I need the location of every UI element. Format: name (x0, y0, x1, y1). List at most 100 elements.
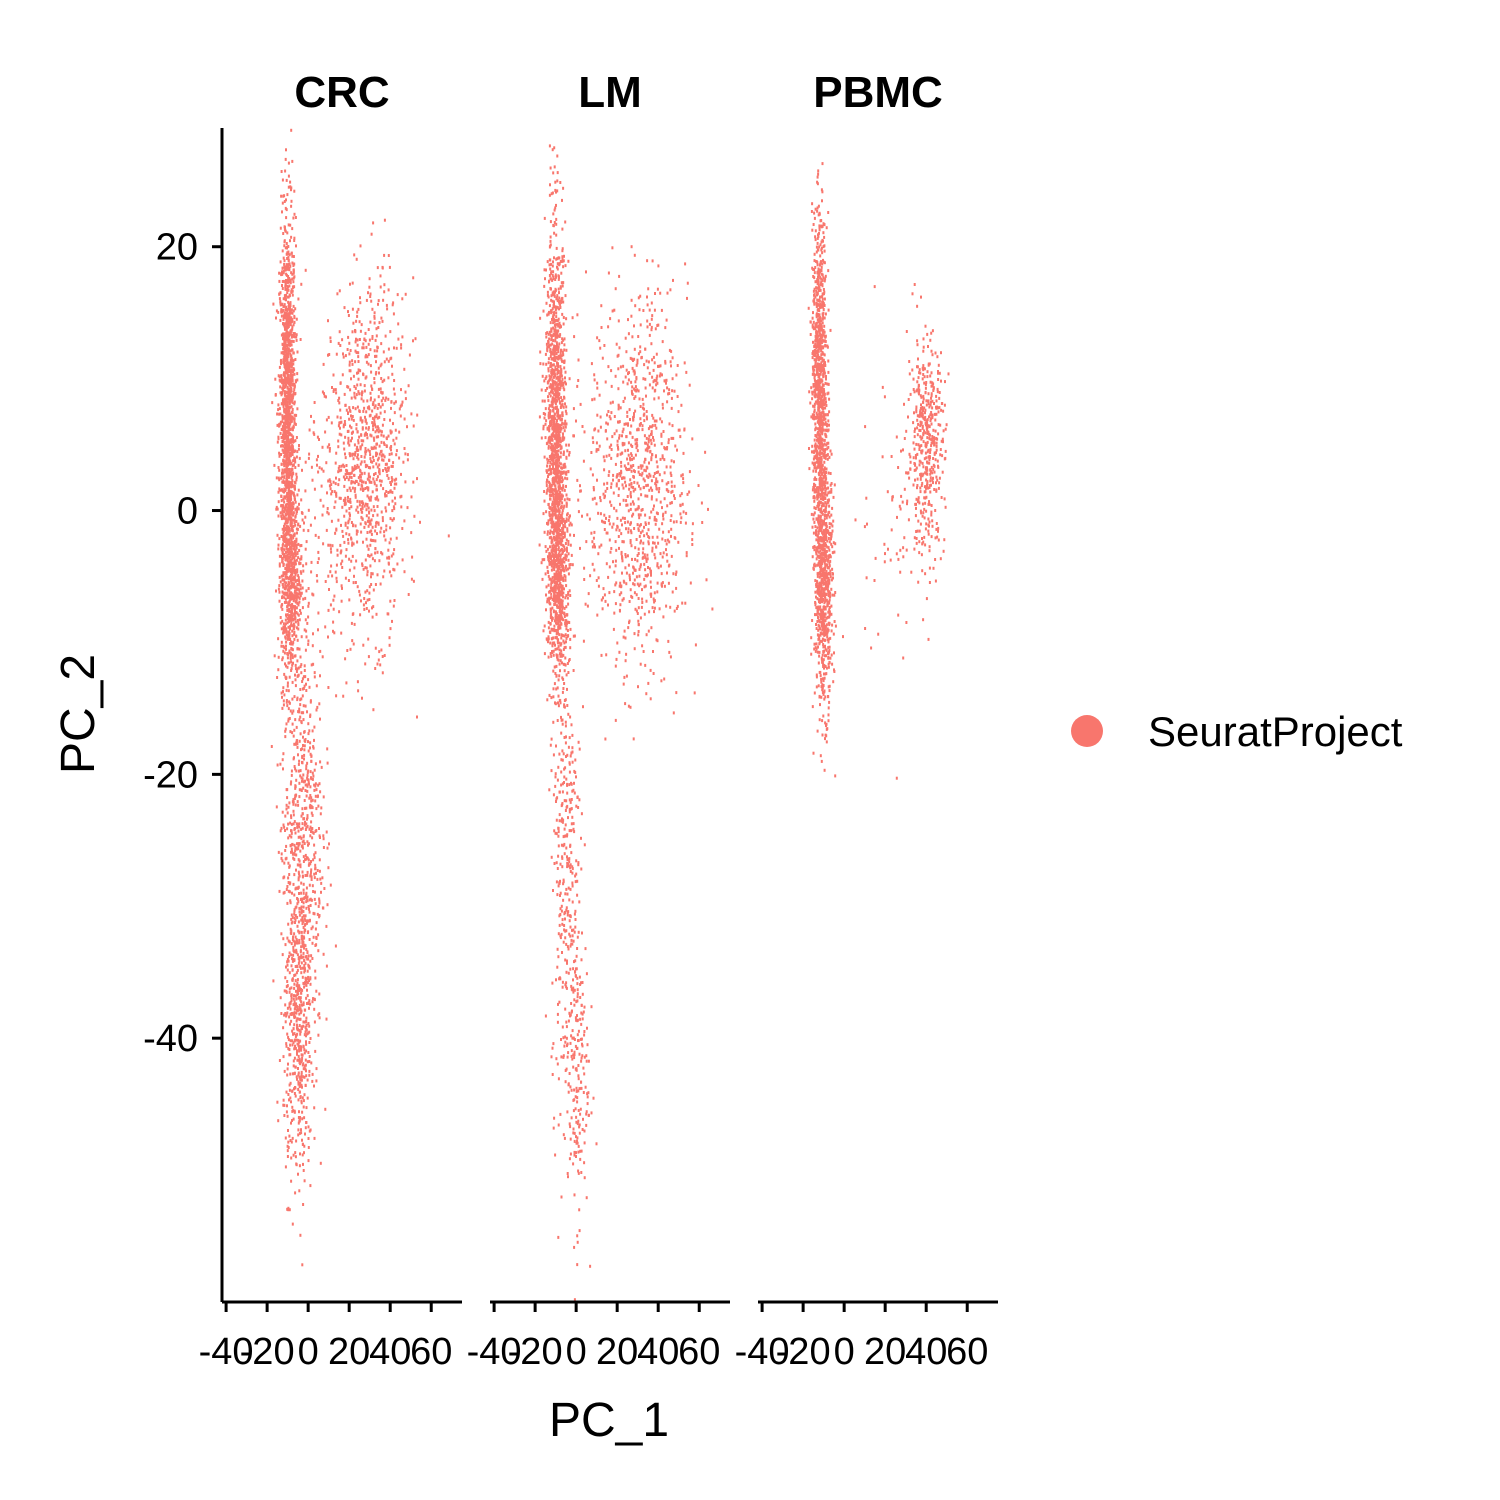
data-point (288, 448, 291, 452)
data-point (347, 439, 350, 443)
data-point (280, 351, 283, 355)
data-point (278, 468, 281, 472)
data-point (291, 482, 293, 486)
data-point (303, 928, 306, 932)
data-point (368, 530, 371, 534)
data-point (284, 532, 287, 536)
data-point (280, 273, 283, 277)
data-point (313, 401, 316, 404)
data-point (290, 669, 293, 672)
data-point (305, 996, 308, 1000)
data-point (290, 831, 293, 835)
data-point (354, 340, 357, 344)
data-point (284, 370, 287, 374)
data-point (283, 303, 286, 307)
data-point (388, 636, 391, 640)
data-point (313, 843, 316, 847)
data-point (367, 328, 370, 331)
data-point (302, 839, 305, 843)
data-point (276, 676, 279, 679)
data-point (304, 515, 307, 519)
data-point (278, 279, 281, 283)
data-point (559, 365, 562, 368)
data-point (348, 517, 351, 521)
data-point (285, 361, 288, 365)
data-point (291, 842, 294, 846)
data-point (354, 453, 357, 457)
data-point (306, 840, 309, 844)
data-point (314, 762, 317, 766)
data-point (389, 481, 392, 484)
data-point (372, 401, 375, 404)
data-point (311, 644, 314, 648)
data-point (550, 262, 553, 266)
data-point (393, 392, 396, 396)
data-point (555, 355, 558, 359)
data-point (277, 476, 280, 480)
data-point (300, 905, 303, 909)
data-point (293, 742, 296, 746)
data-point (292, 802, 295, 806)
data-point (286, 308, 289, 312)
data-point (290, 568, 293, 572)
data-point (380, 316, 383, 320)
data-point (308, 827, 311, 831)
data-point (386, 556, 389, 560)
data-point (303, 1048, 306, 1052)
data-point (371, 539, 373, 542)
data-point (301, 586, 304, 590)
data-point (304, 1058, 307, 1062)
data-point (335, 576, 338, 580)
data-point (310, 811, 313, 815)
data-point (302, 901, 305, 905)
data-point (550, 294, 553, 298)
data-point (276, 412, 279, 416)
data-point (307, 456, 310, 460)
data-point (298, 600, 301, 604)
data-point (284, 591, 287, 595)
data-point (297, 876, 300, 880)
data-point (283, 373, 285, 377)
data-point (305, 857, 308, 861)
data-point (306, 919, 309, 923)
data-point (374, 646, 377, 650)
data-point (286, 652, 289, 656)
data-point (556, 481, 559, 485)
data-point (318, 858, 321, 862)
data-point (301, 761, 304, 765)
data-point (291, 731, 294, 735)
data-point (371, 460, 374, 464)
data-point (326, 846, 329, 850)
data-point (551, 416, 554, 420)
data-point (353, 474, 356, 477)
data-point (302, 1099, 305, 1103)
data-point (291, 446, 294, 450)
data-point (313, 872, 316, 876)
data-point (298, 1046, 301, 1050)
data-point (285, 722, 288, 726)
data-point (293, 569, 296, 573)
data-point (289, 340, 292, 343)
data-point (318, 782, 321, 786)
data-point (296, 924, 299, 928)
data-point (288, 971, 291, 975)
data-point (296, 659, 299, 663)
data-point (305, 980, 308, 984)
data-point (401, 335, 404, 339)
data-point (361, 484, 364, 488)
data-point (356, 540, 359, 544)
facet-title-crc: CRC (294, 68, 389, 117)
data-point (283, 322, 286, 326)
data-point (334, 482, 337, 486)
data-point (293, 384, 296, 388)
data-point (387, 502, 390, 506)
data-point (285, 198, 287, 202)
data-point (364, 355, 367, 359)
data-point (292, 594, 295, 598)
data-point (284, 169, 287, 173)
data-point (557, 507, 560, 511)
data-point (316, 705, 319, 709)
data-point (291, 568, 294, 572)
data-point (556, 424, 559, 428)
data-point (301, 677, 304, 681)
